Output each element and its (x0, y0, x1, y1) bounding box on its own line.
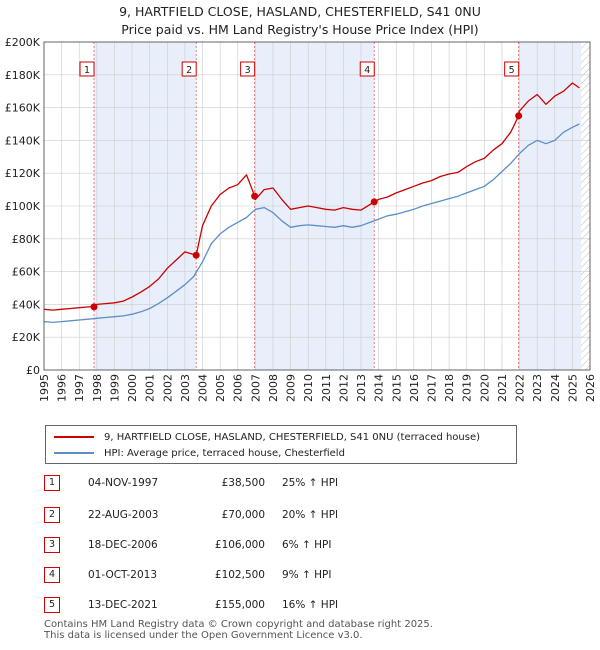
sale-point (370, 198, 378, 206)
x-tick-label: 2005 (214, 374, 227, 402)
x-tick-label: 2020 (478, 374, 491, 402)
sale-date: 13-DEC-2021 (88, 599, 158, 611)
sale-number-badge: 5 (44, 597, 60, 613)
x-tick-label: 2001 (144, 374, 157, 402)
table-row: 1 04-NOV-1997 £38,500 25% ↑ HPI (0, 474, 600, 494)
x-tick-label: 2014 (373, 374, 386, 402)
sale-marker-box (181, 61, 197, 77)
x-tick-label: 1998 (91, 374, 104, 402)
x-tick-label: 2004 (197, 374, 210, 402)
table-row: 5 13-DEC-2021 £155,000 16% ↑ HPI (0, 596, 600, 616)
footer-licence: This data is licensed under the Open Gov… (44, 630, 363, 641)
x-tick-label: 2002 (161, 374, 174, 402)
sale-price: £106,000 (214, 539, 265, 551)
x-tick-label: 1996 (56, 374, 69, 402)
sale-marker-label: 3 (245, 65, 251, 76)
plot-border (43, 41, 591, 371)
sale-hpi-diff: 25% ↑ HPI (282, 477, 339, 489)
x-tick-label: 2019 (461, 374, 474, 402)
x-tick-label: 2011 (320, 374, 333, 402)
legend-swatch-hpi (54, 452, 94, 454)
x-tick-label: 2012 (337, 374, 350, 402)
table-row: 2 22-AUG-2003 £70,000 20% ↑ HPI (0, 506, 600, 526)
sale-number-badge: 1 (44, 475, 60, 491)
y-tick-label: £160K (5, 102, 41, 115)
sale-hpi-diff: 20% ↑ HPI (282, 509, 339, 521)
sale-price: £102,500 (214, 569, 265, 581)
sale-date: 22-AUG-2003 (88, 509, 159, 521)
sale-marker-label: 5 (509, 65, 515, 76)
sale-number-badge: 2 (44, 507, 60, 523)
legend-swatch-property (54, 436, 94, 438)
x-tick-label: 2010 (302, 374, 315, 402)
sale-hpi-diff: 9% ↑ HPI (282, 569, 332, 581)
x-tick-label: 2007 (249, 374, 262, 402)
chart-title: 9, HARTFIELD CLOSE, HASLAND, CHESTERFIEL… (119, 4, 481, 19)
y-tick-label: £140K (5, 134, 41, 147)
sale-point (90, 303, 98, 311)
series-line-hpi (43, 123, 580, 324)
y-tick-label: £20K (12, 331, 41, 344)
sale-hpi-diff: 16% ↑ HPI (282, 599, 339, 611)
legend: 9, HARTFIELD CLOSE, HASLAND, CHESTERFIEL… (45, 425, 517, 464)
sale-marker-box (504, 61, 520, 77)
sale-marker-label: 1 (84, 65, 90, 76)
x-tick-label: 2015 (390, 374, 403, 402)
chart-subtitle: Price paid vs. HM Land Registry's House … (121, 22, 479, 37)
sale-date: 04-NOV-1997 (88, 477, 159, 489)
x-tick-label: 2013 (355, 374, 368, 402)
y-tick-label: £40K (12, 298, 41, 311)
x-tick-label: 2025 (566, 374, 579, 402)
x-tick-label: 2008 (267, 374, 280, 402)
x-tick-label: 2017 (425, 374, 438, 402)
sale-price: £155,000 (214, 599, 265, 611)
y-tick-label: £80K (12, 233, 41, 246)
sale-number-badge: 3 (44, 537, 60, 553)
legend-label-hpi: HPI: Average price, terraced house, Ches… (104, 447, 345, 459)
table-row: 3 18-DEC-2006 £106,000 6% ↑ HPI (0, 536, 600, 556)
sale-point (251, 192, 259, 200)
x-tick-label: 2024 (549, 374, 562, 402)
sale-marker-box (79, 61, 95, 77)
y-tick-label: £0 (26, 364, 40, 377)
legend-item-property: 9, HARTFIELD CLOSE, HASLAND, CHESTERFIEL… (54, 429, 480, 445)
footer-copyright: Contains HM Land Registry data © Crown c… (44, 619, 433, 630)
sale-date: 18-DEC-2006 (88, 539, 158, 551)
sale-marker-box (359, 61, 375, 77)
price-chart: 1 2 3 4 5 £0 £20K £40K £60K £80K £100K £120K £140K £… (5, 36, 597, 402)
x-tick-label: 1995 (38, 374, 51, 402)
y-tick-label: £60K (12, 266, 41, 279)
sale-price: £38,500 (221, 477, 265, 489)
y-tick-label: £180K (5, 69, 41, 82)
x-tick-label: 2006 (232, 374, 245, 402)
sale-marker-label: 4 (364, 65, 370, 76)
x-tick-label: 2000 (126, 374, 139, 402)
x-tick-label: 2003 (179, 374, 192, 402)
y-tick-label: £200K (5, 36, 41, 49)
table-row: 4 01-OCT-2013 £102,500 9% ↑ HPI (0, 566, 600, 586)
sale-number-badge: 4 (44, 567, 60, 583)
series-line-property (43, 82, 580, 311)
sale-marker-box (240, 61, 256, 77)
x-tick-label: 2009 (285, 374, 298, 402)
sale-price: £70,000 (221, 509, 265, 521)
y-tick-label: £120K (5, 167, 41, 180)
y-tick-label: £100K (5, 200, 41, 213)
legend-item-hpi: HPI: Average price, terraced house, Ches… (54, 445, 345, 461)
sale-hpi-diff: 6% ↑ HPI (282, 539, 332, 551)
x-tick-label: 2016 (408, 374, 421, 402)
x-tick-label: 1997 (73, 374, 86, 402)
sale-marker-label: 2 (186, 65, 192, 76)
x-tick-label: 2021 (496, 374, 509, 402)
sale-point (192, 251, 200, 259)
sale-date: 01-OCT-2013 (88, 569, 157, 581)
x-tick-label: 2023 (531, 374, 544, 402)
legend-label-property: 9, HARTFIELD CLOSE, HASLAND, CHESTERFIEL… (104, 431, 481, 443)
x-tick-label: 2026 (584, 374, 597, 402)
x-tick-label: 2022 (514, 374, 527, 402)
x-tick-label: 2018 (443, 374, 456, 402)
x-tick-label: 1999 (108, 374, 121, 402)
sale-point (515, 112, 523, 120)
